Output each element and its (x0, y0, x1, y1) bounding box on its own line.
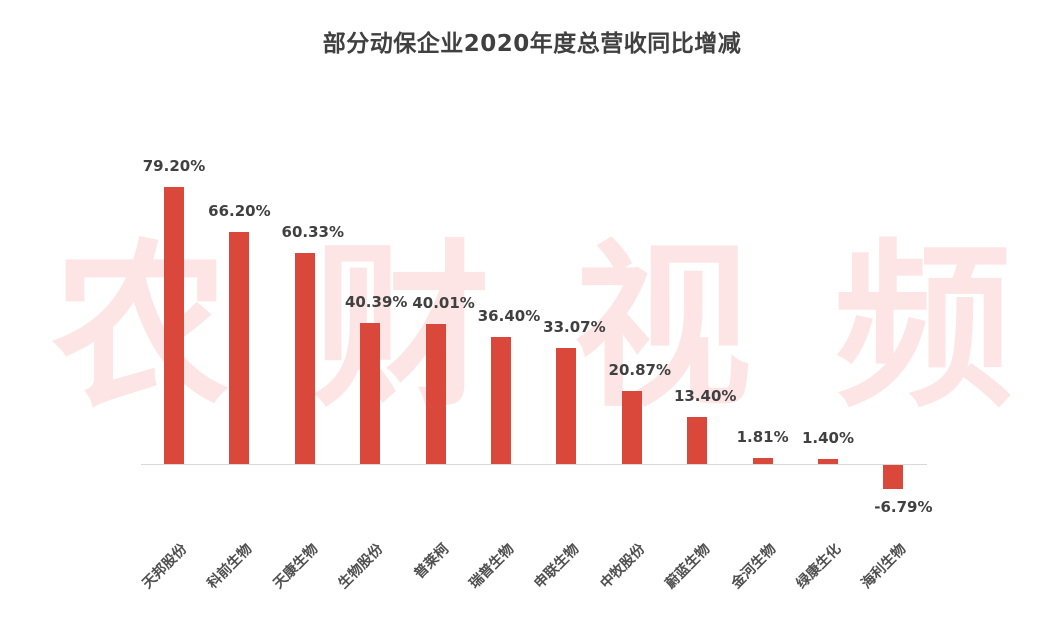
category-label: 绿康生化 (793, 541, 845, 592)
category-label: 天邦股份 (139, 541, 191, 592)
value-label: 40.01% (412, 293, 475, 312)
watermark: 农 财 视 频 (0, 228, 1064, 428)
bar (621, 390, 642, 464)
bar (687, 417, 708, 464)
value-label: 33.07% (543, 318, 606, 337)
category-label: 海利生物 (858, 541, 910, 592)
bar (818, 459, 838, 464)
value-label: 60.33% (281, 222, 345, 241)
value-label: 20.87% (608, 360, 672, 379)
bar (164, 186, 184, 464)
category-label: 中牧股份 (597, 541, 649, 592)
value-label: -6.79% (874, 497, 933, 516)
category-label: 金河生物 (728, 541, 779, 592)
value-label: 1.81% (736, 427, 789, 446)
category-label: 瑞普生物 (466, 541, 518, 592)
watermark-char: 视 (573, 224, 752, 431)
bar (883, 465, 904, 489)
bar (752, 457, 773, 464)
bar (294, 252, 315, 464)
watermark-char: 农 (51, 224, 230, 431)
category-label: 申联生物 (531, 541, 583, 592)
value-label: 36.40% (477, 306, 541, 325)
bar (229, 232, 250, 464)
category-label: 科前生物 (204, 541, 256, 592)
bar (425, 323, 446, 464)
bar (360, 322, 381, 464)
bar (556, 348, 577, 464)
watermark-char: 频 (834, 224, 1013, 431)
category-label: 普莱柯 (410, 541, 452, 583)
category-label: 生物股份 (335, 541, 387, 592)
bar (491, 336, 511, 464)
category-label: 天康生物 (270, 541, 322, 592)
value-label: 66.20% (208, 202, 271, 221)
category-label: 蔚蓝生物 (662, 541, 714, 592)
value-label: 13.40% (673, 387, 737, 406)
value-label: 1.40% (801, 429, 855, 448)
zero-axis-line (141, 464, 927, 465)
value-label: 79.20% (142, 156, 206, 175)
watermark-char: 财 (312, 224, 491, 431)
value-label: 40.39% (344, 292, 408, 311)
chart-title: 部分动保企业2020年度总营收同比增减 (322, 31, 742, 57)
